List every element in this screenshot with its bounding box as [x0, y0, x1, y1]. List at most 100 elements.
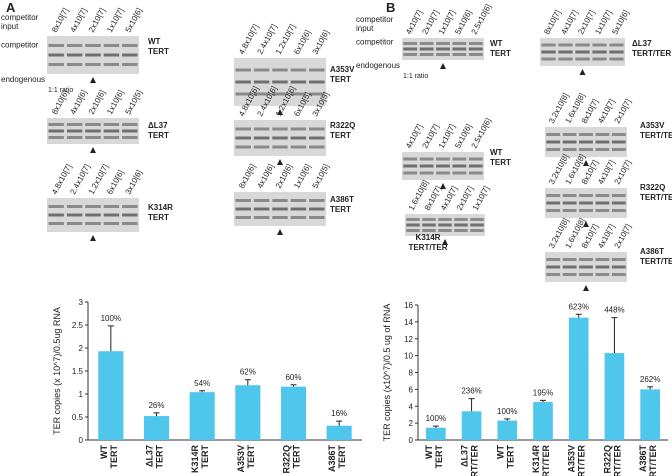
gel-band: [436, 171, 450, 175]
side-label: competitor: [356, 15, 394, 24]
gel-band: [122, 222, 138, 225]
gel-band: [438, 218, 452, 221]
y-tick-label: 8: [409, 369, 414, 378]
gel-band: [579, 273, 593, 276]
gel-band: [468, 47, 483, 51]
y-tick-label: 14: [404, 318, 413, 327]
annotation: 100%: [426, 414, 446, 423]
gel-band: [403, 42, 418, 45]
x-tick-label: TERT: [337, 445, 347, 469]
gel-band: [66, 123, 83, 126]
gel-band: [546, 133, 561, 136]
gel-band: [454, 223, 468, 227]
gel-band: [595, 273, 610, 276]
bar: [326, 425, 352, 440]
gel-band: [66, 222, 83, 225]
gel-band: [546, 273, 561, 276]
gel-band: [452, 157, 467, 161]
gel-band: [253, 207, 270, 211]
gel-band: [235, 136, 251, 140]
gel-band: [309, 92, 325, 96]
gel-label: R322Q: [640, 183, 665, 192]
gel-band: [546, 265, 561, 269]
gel-band: [235, 216, 251, 219]
gel-band: [48, 44, 64, 47]
panel-letter: B: [386, 0, 395, 15]
arrowhead: [440, 183, 446, 189]
annotation: 16%: [331, 409, 347, 418]
gel-band: [403, 47, 418, 51]
gel-band: [562, 265, 577, 269]
gel-band: [452, 164, 467, 168]
gel-band: [272, 136, 288, 140]
gel-band: [85, 63, 101, 66]
gel-band: [235, 68, 251, 72]
side-label: 1:1 ratio: [403, 73, 428, 80]
gel-band: [253, 68, 270, 72]
gel-band: [562, 194, 577, 197]
arrowhead: [90, 77, 96, 83]
gel-label: TERT: [330, 131, 351, 140]
gel-band: [290, 80, 307, 84]
gel-band: [468, 42, 483, 45]
gel-band: [436, 42, 450, 45]
gel-label: A386T: [330, 195, 354, 204]
side-label: competitor: [1, 40, 39, 49]
bar: [461, 411, 482, 440]
x-tick-label: A386T: [327, 445, 337, 473]
gel-band: [468, 53, 483, 56]
gel-band: [85, 222, 101, 225]
x-tick-label: TERT: [246, 445, 256, 469]
gel-label: TERT: [330, 205, 351, 214]
annotation: 236%: [461, 387, 481, 396]
gel-band: [235, 145, 251, 149]
gel-band: [103, 63, 120, 66]
gel-band: [558, 43, 573, 47]
y-tick-label: 2: [79, 344, 84, 353]
gel-band: [609, 57, 624, 61]
gel-band: [403, 164, 418, 168]
gel-band: [235, 199, 251, 202]
lane-label: 5x10[5]: [311, 163, 331, 190]
gel-band: [579, 148, 593, 151]
gel-band: [309, 216, 325, 219]
gel-band: [452, 171, 467, 175]
gel-band: [611, 148, 626, 151]
gel-band: [122, 213, 138, 217]
gel-band: [468, 164, 483, 168]
gel-band: [579, 265, 593, 269]
gel-band: [558, 57, 573, 61]
gel-band: [122, 53, 138, 57]
gel-label: R322Q: [330, 121, 355, 130]
lane-label: 2.5x10[6]: [470, 117, 493, 150]
x-tick-label: A353V: [567, 445, 577, 473]
lane-label: 5x10[6]: [124, 7, 144, 34]
gel-band: [575, 57, 590, 61]
annotation: 60%: [285, 373, 301, 382]
gel-band: [290, 92, 307, 96]
gel-label: K314R: [148, 203, 173, 212]
gel-band: [290, 136, 307, 140]
gel-band: [48, 213, 64, 217]
gel-band: [66, 205, 83, 208]
gel-band: [85, 44, 101, 47]
gel-band: [48, 205, 64, 208]
gel-band: [611, 133, 626, 136]
gel-band: [253, 127, 270, 131]
gel-band: [85, 136, 101, 139]
gel-band: [436, 157, 450, 161]
annotation: 623%: [568, 302, 588, 311]
gel-band: [122, 44, 138, 47]
x-tick-label: ΔL37: [145, 445, 155, 467]
gel-band: [406, 223, 420, 227]
gel-band: [290, 207, 307, 211]
gel-label: TERT/TER: [632, 49, 671, 58]
gel-band: [562, 140, 577, 144]
gel-band: [470, 229, 484, 232]
gel-label: TERT: [148, 131, 169, 140]
gel-band: [546, 209, 561, 212]
gel-band: [48, 123, 64, 126]
gel-band: [562, 258, 577, 261]
side-label: competitor: [356, 38, 394, 47]
gel-band: [579, 133, 593, 136]
